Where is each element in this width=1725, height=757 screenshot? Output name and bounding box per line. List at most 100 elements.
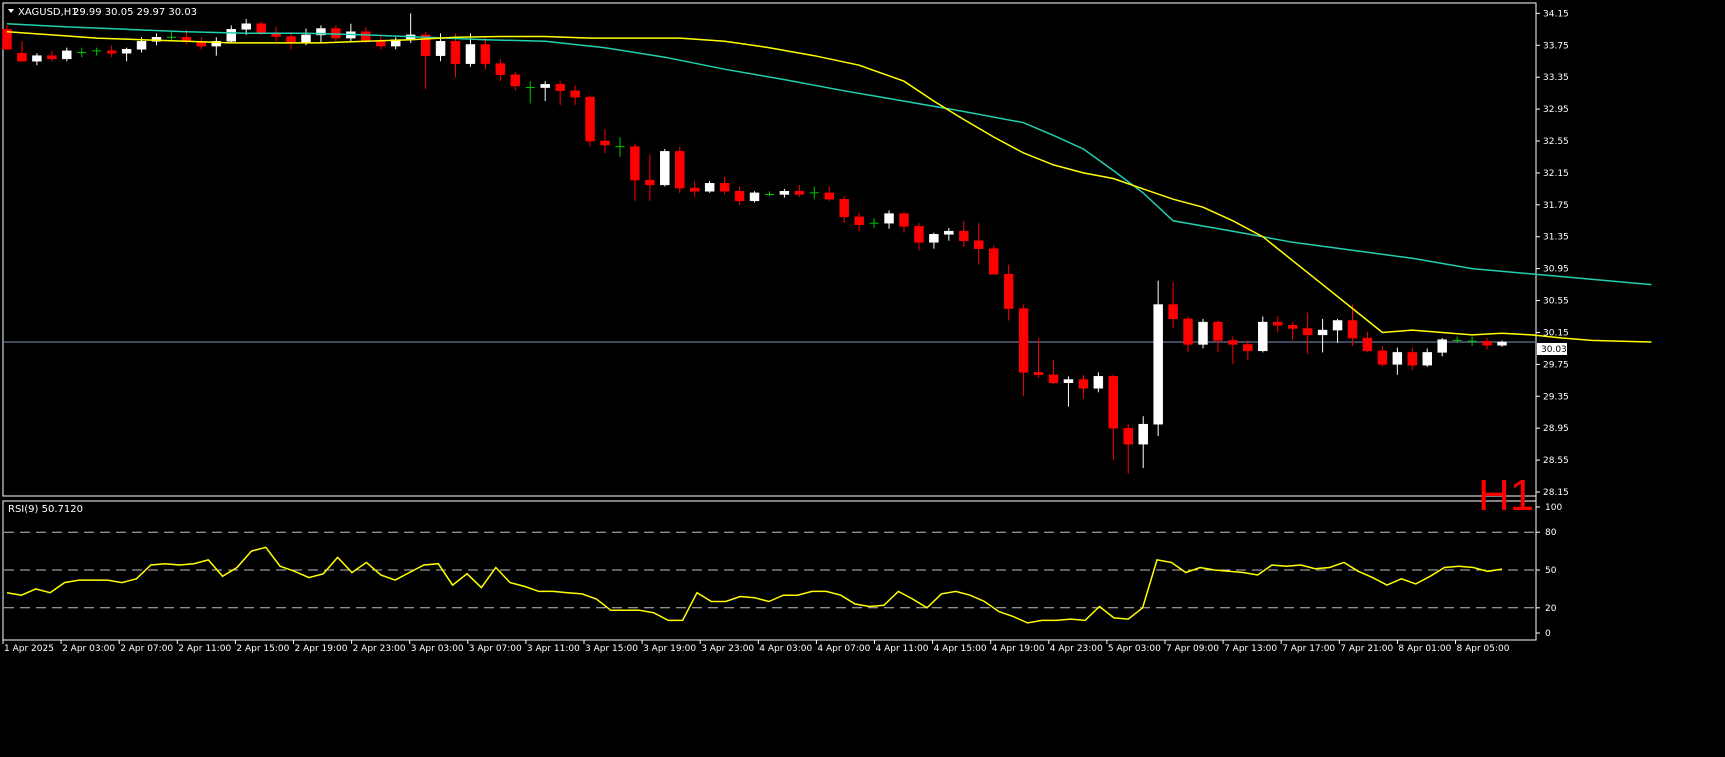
candle-body	[600, 140, 610, 146]
candle-body	[1168, 304, 1178, 320]
candle-body	[570, 90, 580, 98]
candle-body	[1138, 423, 1148, 445]
rsi-series	[6, 546, 1503, 624]
candle-body	[675, 151, 685, 189]
candle-body	[1482, 340, 1492, 346]
moving-averages	[6, 22, 1652, 343]
candle-body	[32, 55, 42, 62]
price-tick-label: 33.75	[1543, 41, 1569, 51]
candle-body	[361, 31, 371, 42]
rsi-axis-ticks: 100 80 50 20 0	[1536, 503, 1562, 639]
candle-body	[1497, 341, 1507, 346]
time-tick-label: 4 Apr 11:00	[876, 644, 929, 654]
candle-body	[839, 198, 849, 218]
candle-body	[1258, 321, 1268, 352]
price-pane-frame[interactable]	[2, 2, 1537, 497]
candle-body	[480, 44, 491, 64]
rsi-tick-label: 20	[1545, 604, 1557, 614]
candle-body	[1018, 308, 1029, 373]
rsi-tick-label: 0	[1545, 629, 1551, 639]
candle-body	[1302, 328, 1313, 336]
candle-body	[1093, 376, 1104, 389]
candle-body	[854, 216, 864, 226]
candle-body	[211, 41, 222, 47]
chart-menu-triangle-icon[interactable]	[8, 9, 14, 13]
time-tick-label: 5 Apr 03:00	[1108, 644, 1161, 654]
time-tick-label: 3 Apr 07:00	[469, 644, 522, 654]
candle-body	[286, 36, 296, 44]
price-tick-label: 32.55	[1543, 137, 1569, 147]
candle-body	[1407, 352, 1418, 366]
candle-body	[974, 240, 984, 249]
candle-body	[2, 29, 12, 50]
candle-body	[465, 44, 476, 64]
candle-body	[1243, 344, 1253, 352]
time-tick-label: 3 Apr 11:00	[527, 644, 580, 654]
time-tick-label: 2 Apr 07:00	[120, 644, 173, 654]
candle-body	[1362, 337, 1373, 352]
time-tick-label: 3 Apr 03:00	[411, 644, 464, 654]
candle-body	[1123, 427, 1133, 445]
price-axis-ticks: 34.15 33.75 33.35 32.95 32.55 32.15 31.75 31.35…	[1536, 9, 1569, 498]
price-tick-label: 30.15	[1543, 328, 1569, 338]
time-tick-label: 7 Apr 13:00	[1224, 644, 1277, 654]
time-tick-label: 8 Apr 01:00	[1398, 644, 1451, 654]
rsi-tick-label: 100	[1545, 503, 1562, 513]
candle-body	[1153, 304, 1163, 425]
candle-body	[62, 50, 72, 60]
candle-body	[1332, 320, 1343, 331]
candle-body	[241, 23, 251, 30]
price-tick-label: 32.15	[1543, 169, 1569, 179]
price-tick-label: 29.35	[1543, 392, 1569, 402]
time-tick-label: 8 Apr 05:00	[1457, 644, 1510, 654]
price-tick-label: 31.35	[1543, 233, 1569, 243]
candle-body	[1108, 376, 1119, 429]
candle-body	[495, 63, 506, 76]
candle-body	[734, 191, 745, 202]
time-tick-label: 7 Apr 17:00	[1282, 644, 1335, 654]
candle-body	[1317, 329, 1328, 336]
rsi-pane-frame[interactable]	[2, 500, 1537, 641]
time-tick-label: 7 Apr 21:00	[1340, 644, 1393, 654]
time-tick-label: 4 Apr 03:00	[759, 644, 812, 654]
price-tick-label: 30.55	[1543, 297, 1569, 307]
candle-body	[944, 230, 954, 235]
candle-body	[1078, 379, 1089, 389]
candle-body	[719, 183, 730, 192]
time-tick-label: 3 Apr 19:00	[643, 644, 696, 654]
candle-body	[555, 84, 565, 92]
time-tick-label: 1 Apr 2025	[4, 644, 54, 654]
candle-body	[779, 191, 790, 195]
time-tick-label: 4 Apr 23:00	[1050, 644, 1103, 654]
candle-body	[121, 49, 132, 54]
candle-body	[1063, 379, 1074, 383]
timeframe-badge: H1	[1478, 471, 1534, 520]
price-tick-label: 28.55	[1543, 456, 1569, 466]
candle-body	[1198, 321, 1208, 345]
current-price-tag	[1537, 343, 1567, 355]
current-price-value: 30.03	[1541, 345, 1567, 355]
candle-body	[435, 41, 446, 56]
candle-body	[376, 41, 386, 47]
candle-body	[1183, 318, 1193, 345]
price-tick-label: 34.15	[1543, 9, 1569, 19]
candle-body	[630, 146, 640, 181]
ma-fast-line	[6, 30, 1652, 343]
candle-body	[914, 226, 924, 243]
candle-body	[136, 41, 147, 50]
candle-body	[47, 55, 57, 60]
candle-body	[824, 192, 834, 200]
time-tick-label: 7 Apr 09:00	[1166, 644, 1219, 654]
candle-body	[1347, 320, 1358, 339]
candle-body	[1033, 372, 1044, 375]
candle-body	[959, 230, 969, 241]
candle-body	[1287, 325, 1298, 329]
candle-body	[1273, 321, 1283, 326]
candle-body	[884, 213, 894, 224]
time-tick-label: 2 Apr 15:00	[236, 644, 289, 654]
price-tick-label: 31.75	[1543, 201, 1569, 211]
candle-body	[794, 191, 805, 195]
candle-body	[689, 187, 700, 192]
candle-body	[1377, 350, 1388, 365]
